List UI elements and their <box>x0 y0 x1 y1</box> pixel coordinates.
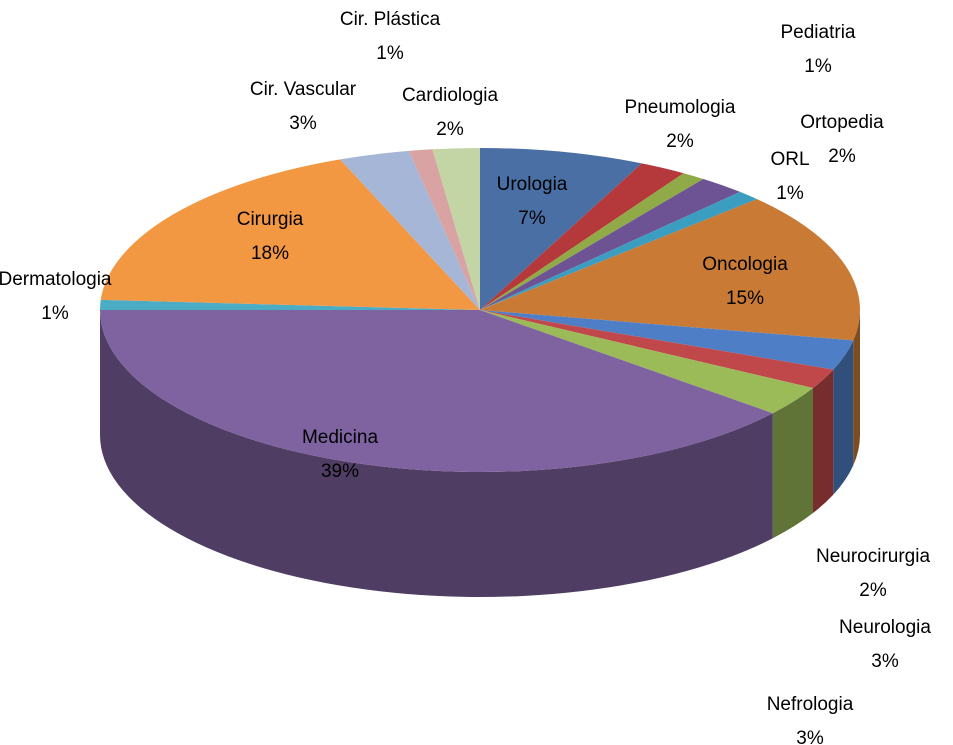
slice-value-label: 2% <box>666 131 694 152</box>
slice-label: Ortopedia <box>800 112 884 133</box>
slice <box>480 173 704 310</box>
slice <box>340 150 480 310</box>
slice <box>100 159 480 310</box>
slice <box>480 163 684 310</box>
slice-label: Neurocirurgia <box>816 546 930 567</box>
slice-value-label: 18% <box>251 243 289 264</box>
slice <box>480 310 813 414</box>
slice-label: Cardiologia <box>402 85 499 106</box>
slice <box>480 148 642 310</box>
slice-label: Cirurgia <box>237 209 304 230</box>
slice-value-label: 2% <box>436 119 464 140</box>
slice-side <box>772 388 813 539</box>
slice-label: Pediatria <box>781 22 856 43</box>
slice-label: ORL <box>770 149 809 170</box>
slice <box>100 299 480 310</box>
slice-value-label: 3% <box>796 728 824 745</box>
slice-value-label: 15% <box>726 288 764 309</box>
slice-value-label: 1% <box>804 56 832 77</box>
slice-label: Pneumologia <box>625 97 736 118</box>
slice-label: Medicina <box>302 427 378 448</box>
slice <box>480 178 741 310</box>
slice-value-label: 3% <box>289 113 317 134</box>
slice-side <box>833 340 854 495</box>
slice-value-label: 1% <box>376 43 404 64</box>
slice <box>432 148 480 310</box>
slice-side <box>853 310 860 466</box>
slice-label: Cir. Plástica <box>340 9 441 30</box>
slice-side <box>99 310 773 597</box>
slice-value-label: 1% <box>41 303 69 324</box>
slice-label: Neurologia <box>839 617 931 638</box>
slice <box>99 310 773 472</box>
slice-value-label: 3% <box>871 651 899 672</box>
slice-value-label: 7% <box>518 208 546 229</box>
slice <box>480 199 860 341</box>
slice <box>408 149 480 310</box>
slice <box>480 310 834 389</box>
slice-value-label: 2% <box>859 580 887 601</box>
slice-value-label: 2% <box>828 146 856 167</box>
slice <box>480 191 758 310</box>
slice <box>480 310 854 370</box>
slice-label: Oncologia <box>702 254 788 275</box>
slice-label: Cir. Vascular <box>250 79 357 100</box>
slice-side <box>812 369 834 514</box>
slice-label: Nefrologia <box>767 694 854 715</box>
slice-value-label: 39% <box>321 461 359 482</box>
slice-label: Urologia <box>497 174 568 195</box>
slice-label: Dermatologia <box>0 269 112 290</box>
slice-value-label: 1% <box>776 183 804 204</box>
